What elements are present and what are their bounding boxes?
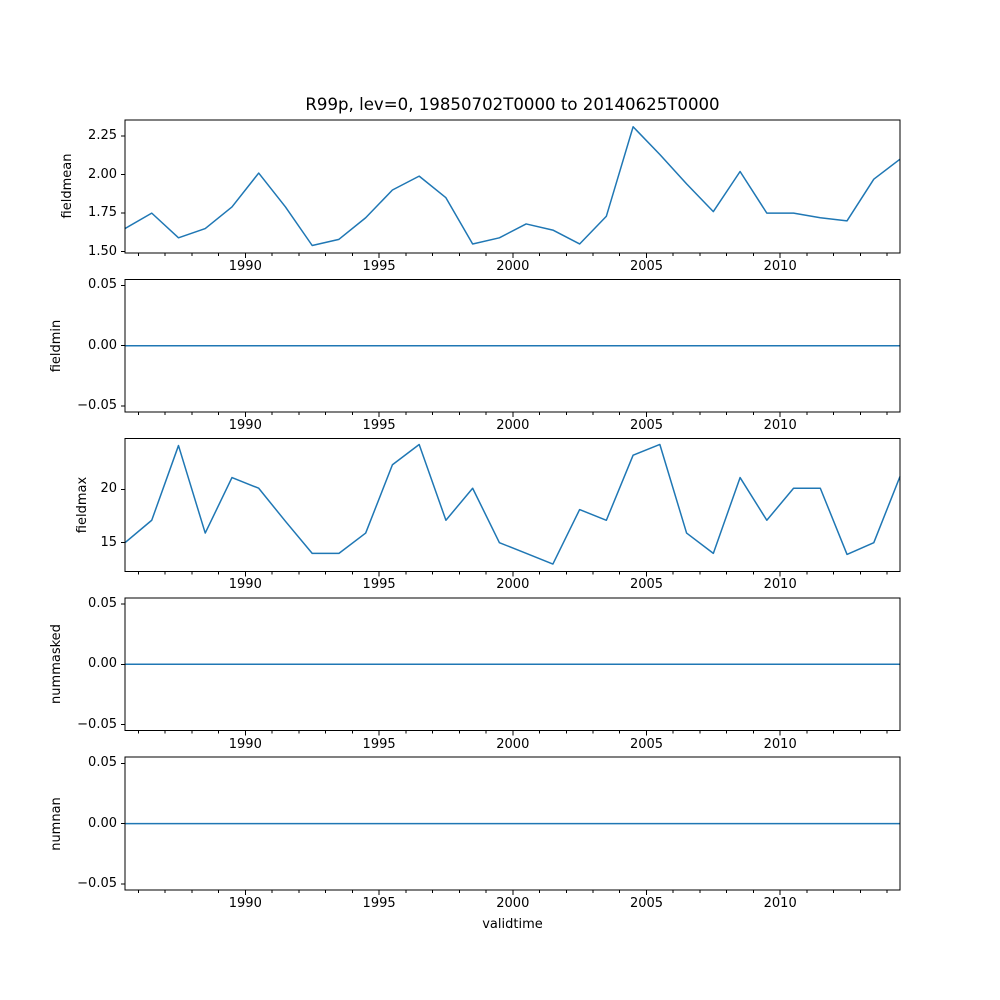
x-tick-label: 2010 [763,577,797,593]
x-tick-label: 2010 [763,896,797,911]
y-tick-label: 20 [100,481,117,497]
y-tick-label: 0.00 [88,815,117,831]
x-tick-label: 2005 [629,418,664,434]
y-tick-label: −0.05 [77,398,117,413]
y-tick-label: 1.50 [88,243,117,259]
x-tick-label: 2005 [629,258,664,274]
y-axis-label-numnan: numnan [49,796,64,851]
y-tick-label: 2.25 [88,128,117,143]
x-tick-label: 2010 [763,258,797,274]
axes-frame [124,438,901,572]
y-axis-label-fieldmax: fieldmax [75,476,90,534]
x-tick-label: 2005 [629,577,664,593]
x-tick-label: 2000 [496,418,530,434]
x-axis-label: validtime [482,917,543,932]
y-tick-label: −0.05 [77,876,117,891]
y-tick-label: 2.00 [88,166,117,182]
subplot-fieldmax [121,438,901,577]
x-tick-label: 1995 [362,896,396,911]
y-tick-label: 0.05 [88,277,117,293]
y-tick-label: 1.75 [88,205,117,221]
y-tick-label: 0.05 [88,755,117,771]
x-tick-label: 1990 [228,258,262,274]
x-tick-label: 2010 [763,418,797,434]
subplot-fieldmean [121,119,901,258]
x-tick-label: 1990 [228,896,262,911]
subplot-fieldmin [121,278,901,418]
y-axis-label-fieldmean: fieldmean [60,153,75,219]
chart-title: R99p, lev=0, 19850702T0000 to 20140625T0… [305,95,720,114]
x-tick-label: 1995 [362,736,396,752]
y-axis-label-nummasked: nummasked [49,624,64,705]
x-tick-label: 1990 [228,736,262,752]
y-tick-label: 0.00 [88,337,117,353]
x-tick-label: 2000 [496,736,530,752]
x-tick-label: 1990 [228,418,262,434]
y-tick-label: 0.05 [88,596,117,611]
x-tick-label: 2005 [629,736,664,752]
axes-frame [124,119,901,254]
x-tick-label: 2000 [496,896,530,911]
x-tick-label: 1990 [228,577,262,593]
x-tick-label: 1995 [362,577,396,593]
fieldmax-line [124,443,901,565]
x-tick-label: 1995 [362,258,396,274]
x-tick-label: 1995 [362,418,396,434]
subplot-nummasked [121,597,901,736]
x-tick-label: 2010 [763,736,797,752]
y-tick-label: 15 [100,534,117,550]
y-tick-label: −0.05 [77,716,117,732]
x-tick-label: 2005 [629,896,664,911]
x-tick-label: 2000 [496,258,530,274]
y-axis-label-fieldmin: fieldmin [49,319,64,372]
x-tick-label: 2000 [496,577,530,593]
subplot-numnan [121,756,901,895]
fieldmean-line [124,126,901,247]
y-tick-label: 0.00 [88,656,117,672]
